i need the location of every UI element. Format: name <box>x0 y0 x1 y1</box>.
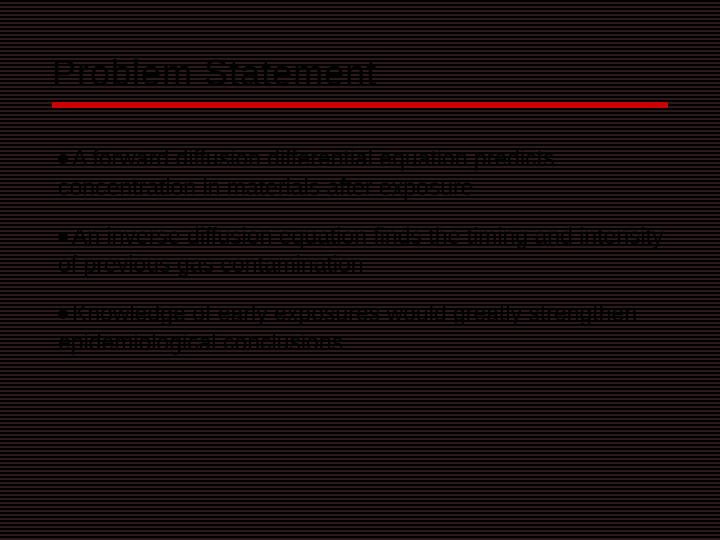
bullet-icon <box>58 309 68 319</box>
bullet-text: A forward diffusion differential equatio… <box>58 145 554 200</box>
bullet-list: A forward diffusion differential equatio… <box>52 144 668 357</box>
list-item: An inverse diffusion equation finds the … <box>58 222 668 280</box>
bullet-icon <box>58 154 68 164</box>
bullet-text: Knowledge of early exposures would great… <box>58 300 637 355</box>
slide-title: Problem Statement <box>52 52 668 94</box>
title-underline <box>52 102 668 108</box>
list-item: A forward diffusion differential equatio… <box>58 144 668 202</box>
bullet-icon <box>58 232 68 242</box>
slide: Problem Statement A forward diffusion di… <box>0 0 720 540</box>
bullet-text: An inverse diffusion equation finds the … <box>58 223 664 278</box>
list-item: Knowledge of early exposures would great… <box>58 299 668 357</box>
